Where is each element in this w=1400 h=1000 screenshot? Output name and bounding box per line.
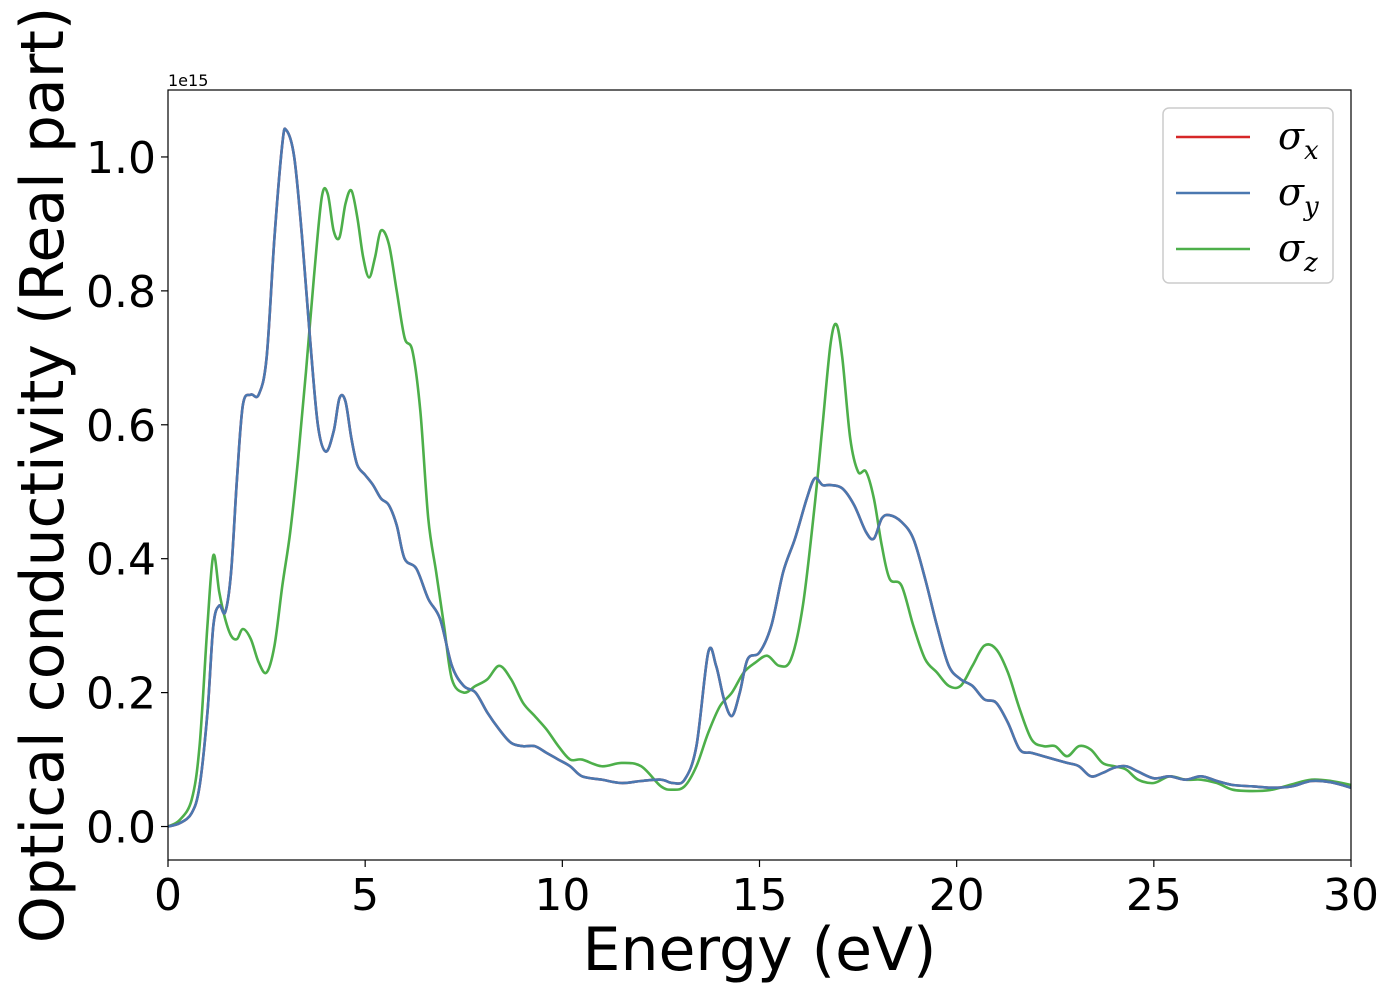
y-offset-label: 1e15 — [168, 71, 208, 90]
x-tick-label: 10 — [534, 870, 590, 921]
y-tick-label: 0.8 — [86, 267, 156, 318]
y-tick-label: 0.4 — [86, 535, 156, 586]
x-tick-label: 15 — [732, 870, 788, 921]
series-line-y — [168, 127, 1351, 828]
x-axis-ticks: 0 5 10 15 20 25 30 — [154, 860, 1379, 921]
y-tick-label: 1.0 — [86, 133, 156, 184]
x-tick-label: 0 — [154, 870, 182, 921]
y-axis-ticks: 0.0 0.2 0.4 0.6 0.8 1.0 — [86, 133, 168, 854]
y-tick-label: 0.2 — [86, 669, 156, 720]
x-tick-label: 25 — [1126, 870, 1182, 921]
y-tick-label: 0.6 — [86, 401, 156, 452]
x-tick-label: 20 — [929, 870, 985, 921]
y-tick-label: 0.0 — [86, 803, 156, 854]
series-layer — [168, 127, 1351, 828]
series-line-z — [168, 186, 1351, 828]
x-tick-label: 30 — [1323, 870, 1379, 921]
x-axis-label: Energy (eV) — [583, 915, 937, 985]
y-axis-label: Optical conductivity (Real part) — [8, 7, 78, 944]
legend-frame — [1162, 107, 1334, 284]
x-tick-label: 5 — [351, 870, 379, 921]
